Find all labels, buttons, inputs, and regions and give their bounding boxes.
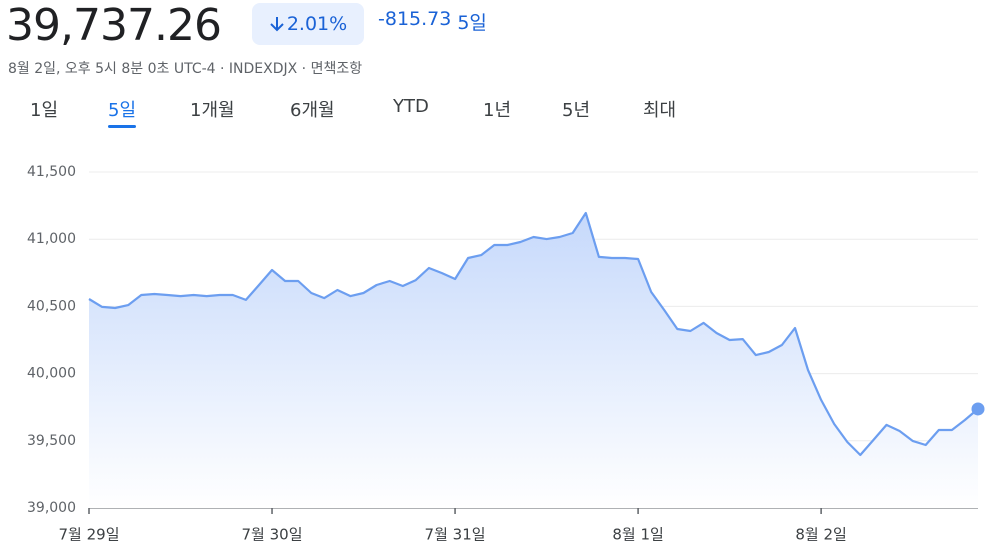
- change-badge: 2.01%: [252, 3, 364, 45]
- range-tabs: 1일 5일 1개월 6개월 YTD 1년 5년 최대: [0, 96, 997, 132]
- range-tab[interactable]: 1개월: [190, 100, 235, 121]
- range-tab[interactable]: 1년: [483, 100, 512, 121]
- y-tick-label: 40,500: [27, 298, 76, 314]
- change-abs: -815.73: [378, 8, 452, 30]
- range-tab[interactable]: YTD: [393, 96, 429, 117]
- x-tick-label: 8월 1일: [612, 526, 663, 544]
- y-tick-label: 39,500: [27, 433, 76, 449]
- down-arrow: [270, 17, 284, 32]
- y-tick-label: 41,000: [27, 231, 76, 247]
- y-tick-label: 39,000: [27, 500, 76, 516]
- x-tick-label: 8월 2일: [795, 526, 846, 544]
- x-tick-label: 7월 30일: [242, 526, 303, 544]
- x-tick-label: 7월 31일: [425, 526, 486, 544]
- price: 39,737.26: [6, 0, 222, 51]
- range-tab[interactable]: 5일: [108, 96, 137, 128]
- range-tab[interactable]: 최대: [643, 100, 677, 121]
- range-tab[interactable]: 1일: [30, 100, 59, 121]
- subtitle: 8월 2일, 오후 5시 8분 0초 UTC-4 · INDEXDJX · 면책…: [8, 61, 363, 77]
- period: 5일: [457, 12, 487, 34]
- y-tick-label: 40,000: [27, 366, 76, 382]
- change: -815.73 5일: [378, 8, 487, 35]
- range-tab[interactable]: 6개월: [290, 100, 335, 121]
- price-line: [88, 211, 979, 457]
- last-point: [971, 402, 985, 416]
- y-tick-label: 41,500: [27, 164, 76, 180]
- x-tick-label: 7월 29일: [59, 526, 120, 544]
- change-pct: 2.01%: [286, 13, 348, 35]
- range-tab[interactable]: 5년: [562, 100, 591, 121]
- area-fill: [89, 213, 978, 508]
